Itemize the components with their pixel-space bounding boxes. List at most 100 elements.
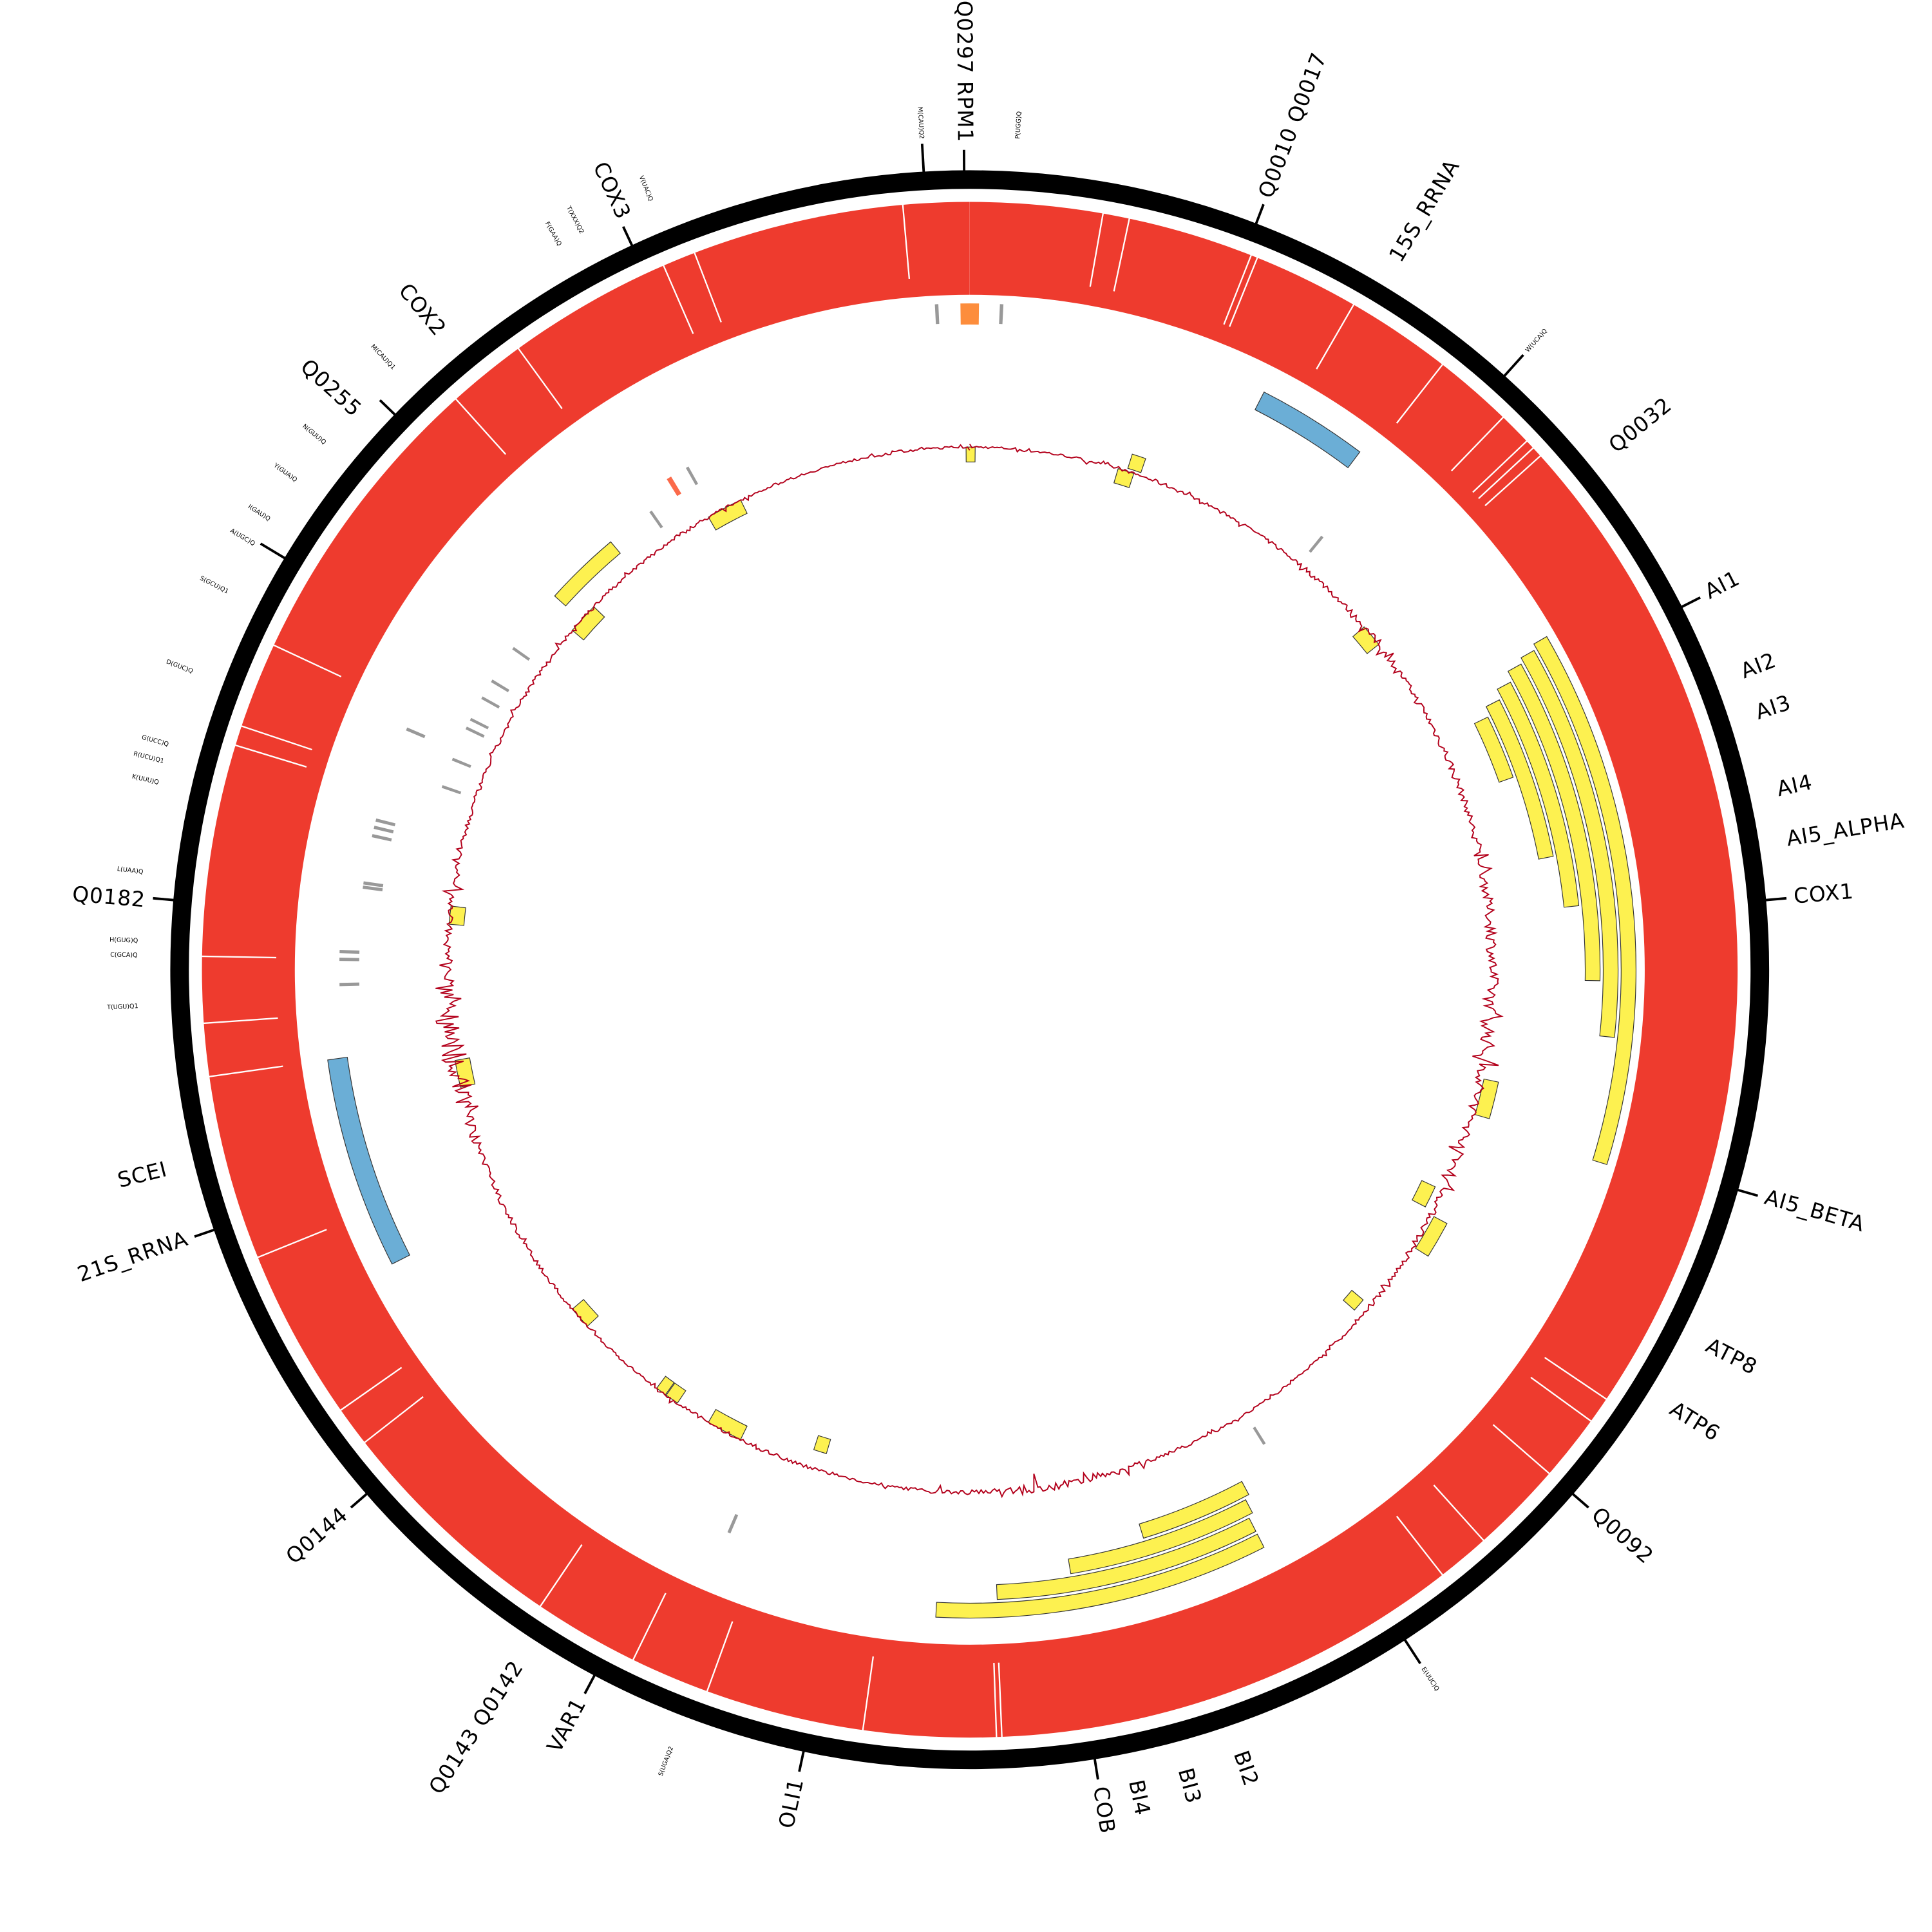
- trna-feature: [491, 679, 509, 692]
- gene-label: COX2: [393, 279, 451, 341]
- label-tick: [798, 1750, 805, 1772]
- gene-label: COX3: [588, 158, 636, 223]
- trna-label: W(UCA)Q: [1524, 327, 1549, 354]
- coverage-gap: [1472, 439, 1528, 493]
- gene-label: Q0297 RPM1: [952, 1, 978, 143]
- feature-track: [327, 303, 1636, 1619]
- exon-feature: [1068, 1499, 1253, 1575]
- redtick-feature: [667, 477, 681, 497]
- coverage-gap: [1113, 217, 1131, 292]
- gc-skew-line: [435, 443, 1504, 1499]
- gene-label: AI3: [1752, 690, 1794, 724]
- gene-label: BI4: [1124, 1777, 1155, 1817]
- coverage-track: [200, 202, 1738, 1739]
- gene-label: BI3: [1173, 1765, 1206, 1806]
- gene-label: Q0092: [1587, 1502, 1658, 1569]
- gene-label: AI2: [1738, 648, 1780, 683]
- trna-feature: [372, 834, 392, 842]
- exon-feature: [1415, 1216, 1448, 1257]
- gene-label: COB: [1088, 1785, 1120, 1835]
- exon-feature: [1411, 1180, 1436, 1208]
- trna-label: E(UUC)Q: [1420, 1666, 1441, 1693]
- trna-label: K(UUU)Q: [131, 773, 160, 786]
- trna-label: H(GUG)Q: [109, 936, 138, 945]
- trna-feature: [1309, 535, 1324, 553]
- coverage-gap: [539, 1544, 583, 1608]
- coverage-gap: [1396, 363, 1444, 424]
- trna-label: M(CAU)Q2: [916, 107, 925, 139]
- rrna-feature: [327, 1056, 410, 1265]
- exon-feature: [1497, 681, 1580, 908]
- trna-label: N(GUU)Q: [301, 423, 327, 446]
- trna-label: A(UGC)Q: [229, 527, 256, 548]
- label-tick: [1403, 1638, 1422, 1665]
- trna-label: C(GCA)Q: [110, 951, 138, 959]
- gene-label: Q0255: [296, 354, 366, 422]
- trna-feature: [649, 510, 663, 529]
- coverage-gap: [208, 1065, 283, 1078]
- label-tick: [194, 1228, 215, 1238]
- gene-label: 15S_RRNA: [1384, 155, 1464, 267]
- trna-feature: [727, 1513, 739, 1534]
- coverage-gap: [1451, 415, 1505, 471]
- trna-label: G(UCC)Q: [141, 734, 170, 748]
- coverage-gap: [662, 264, 694, 334]
- coverage-gap: [1229, 256, 1259, 327]
- trna-label: T(XXX)Q2: [564, 204, 585, 234]
- trna-feature: [934, 304, 940, 325]
- trna-label: T(UGU)Q1: [106, 1003, 138, 1011]
- label-tick: [583, 1674, 596, 1694]
- coverage-gap: [256, 1229, 327, 1259]
- gc-track: [435, 443, 1504, 1499]
- exon-feature: [454, 1057, 476, 1088]
- label-tick: [1503, 354, 1524, 377]
- coverage-gap: [706, 1621, 734, 1693]
- trna-feature: [374, 826, 394, 834]
- coverage-gap: [339, 1367, 402, 1412]
- trna-label: R(UCU)Q1: [133, 750, 165, 765]
- trna-feature: [363, 881, 384, 887]
- coverage-gap: [240, 724, 312, 751]
- exon-feature: [708, 1408, 748, 1440]
- gene-label: Q0143 Q0142: [424, 1656, 528, 1799]
- coverage-gap: [993, 1662, 998, 1739]
- gene-label: VAR1: [542, 1694, 591, 1756]
- label-tick: [1765, 896, 1787, 902]
- coverage-gap: [1484, 454, 1542, 507]
- trna-feature: [512, 647, 531, 661]
- exon-feature: [935, 1533, 1265, 1619]
- gene-label: SCEI: [115, 1157, 170, 1193]
- exon-feature: [1139, 1481, 1249, 1539]
- trna-feature: [685, 466, 699, 486]
- trna-feature: [465, 726, 485, 738]
- trna-feature: [406, 727, 426, 739]
- label-tick: [1255, 204, 1265, 225]
- exon-feature: [996, 1517, 1256, 1600]
- coverage-gap: [200, 955, 277, 959]
- trna-label: S(GCU)Q1: [198, 575, 229, 596]
- gene-label: ATP6: [1665, 1397, 1725, 1446]
- exon-feature: [554, 541, 621, 607]
- exon-feature: [448, 905, 466, 926]
- chromosome-ring: [170, 170, 1770, 1770]
- coverage-gap: [516, 346, 563, 410]
- exon-feature: [965, 446, 976, 462]
- label-tick: [379, 399, 396, 416]
- trna-feature: [339, 950, 360, 954]
- coverage-gap: [234, 744, 307, 768]
- gene-label: OLI1: [774, 1776, 808, 1830]
- trna-label: L(UAA)Q: [117, 866, 144, 876]
- trna-label: D(GUC)Q: [165, 658, 194, 675]
- gene-label: COX1: [1793, 879, 1855, 909]
- exon-feature: [1507, 663, 1601, 981]
- exon-feature: [1127, 453, 1146, 473]
- coverage-gap: [1544, 1357, 1608, 1401]
- coverage-gap: [998, 1662, 1003, 1739]
- chromosome-ring-band: [170, 170, 1770, 1770]
- label-tick: [1571, 1493, 1589, 1509]
- coverage-gap: [1530, 1376, 1593, 1423]
- coverage-band: [202, 202, 1738, 1738]
- label-tick: [1681, 596, 1701, 609]
- exon-feature: [1485, 699, 1554, 860]
- gene-label: 21S_RRNA: [74, 1226, 191, 1287]
